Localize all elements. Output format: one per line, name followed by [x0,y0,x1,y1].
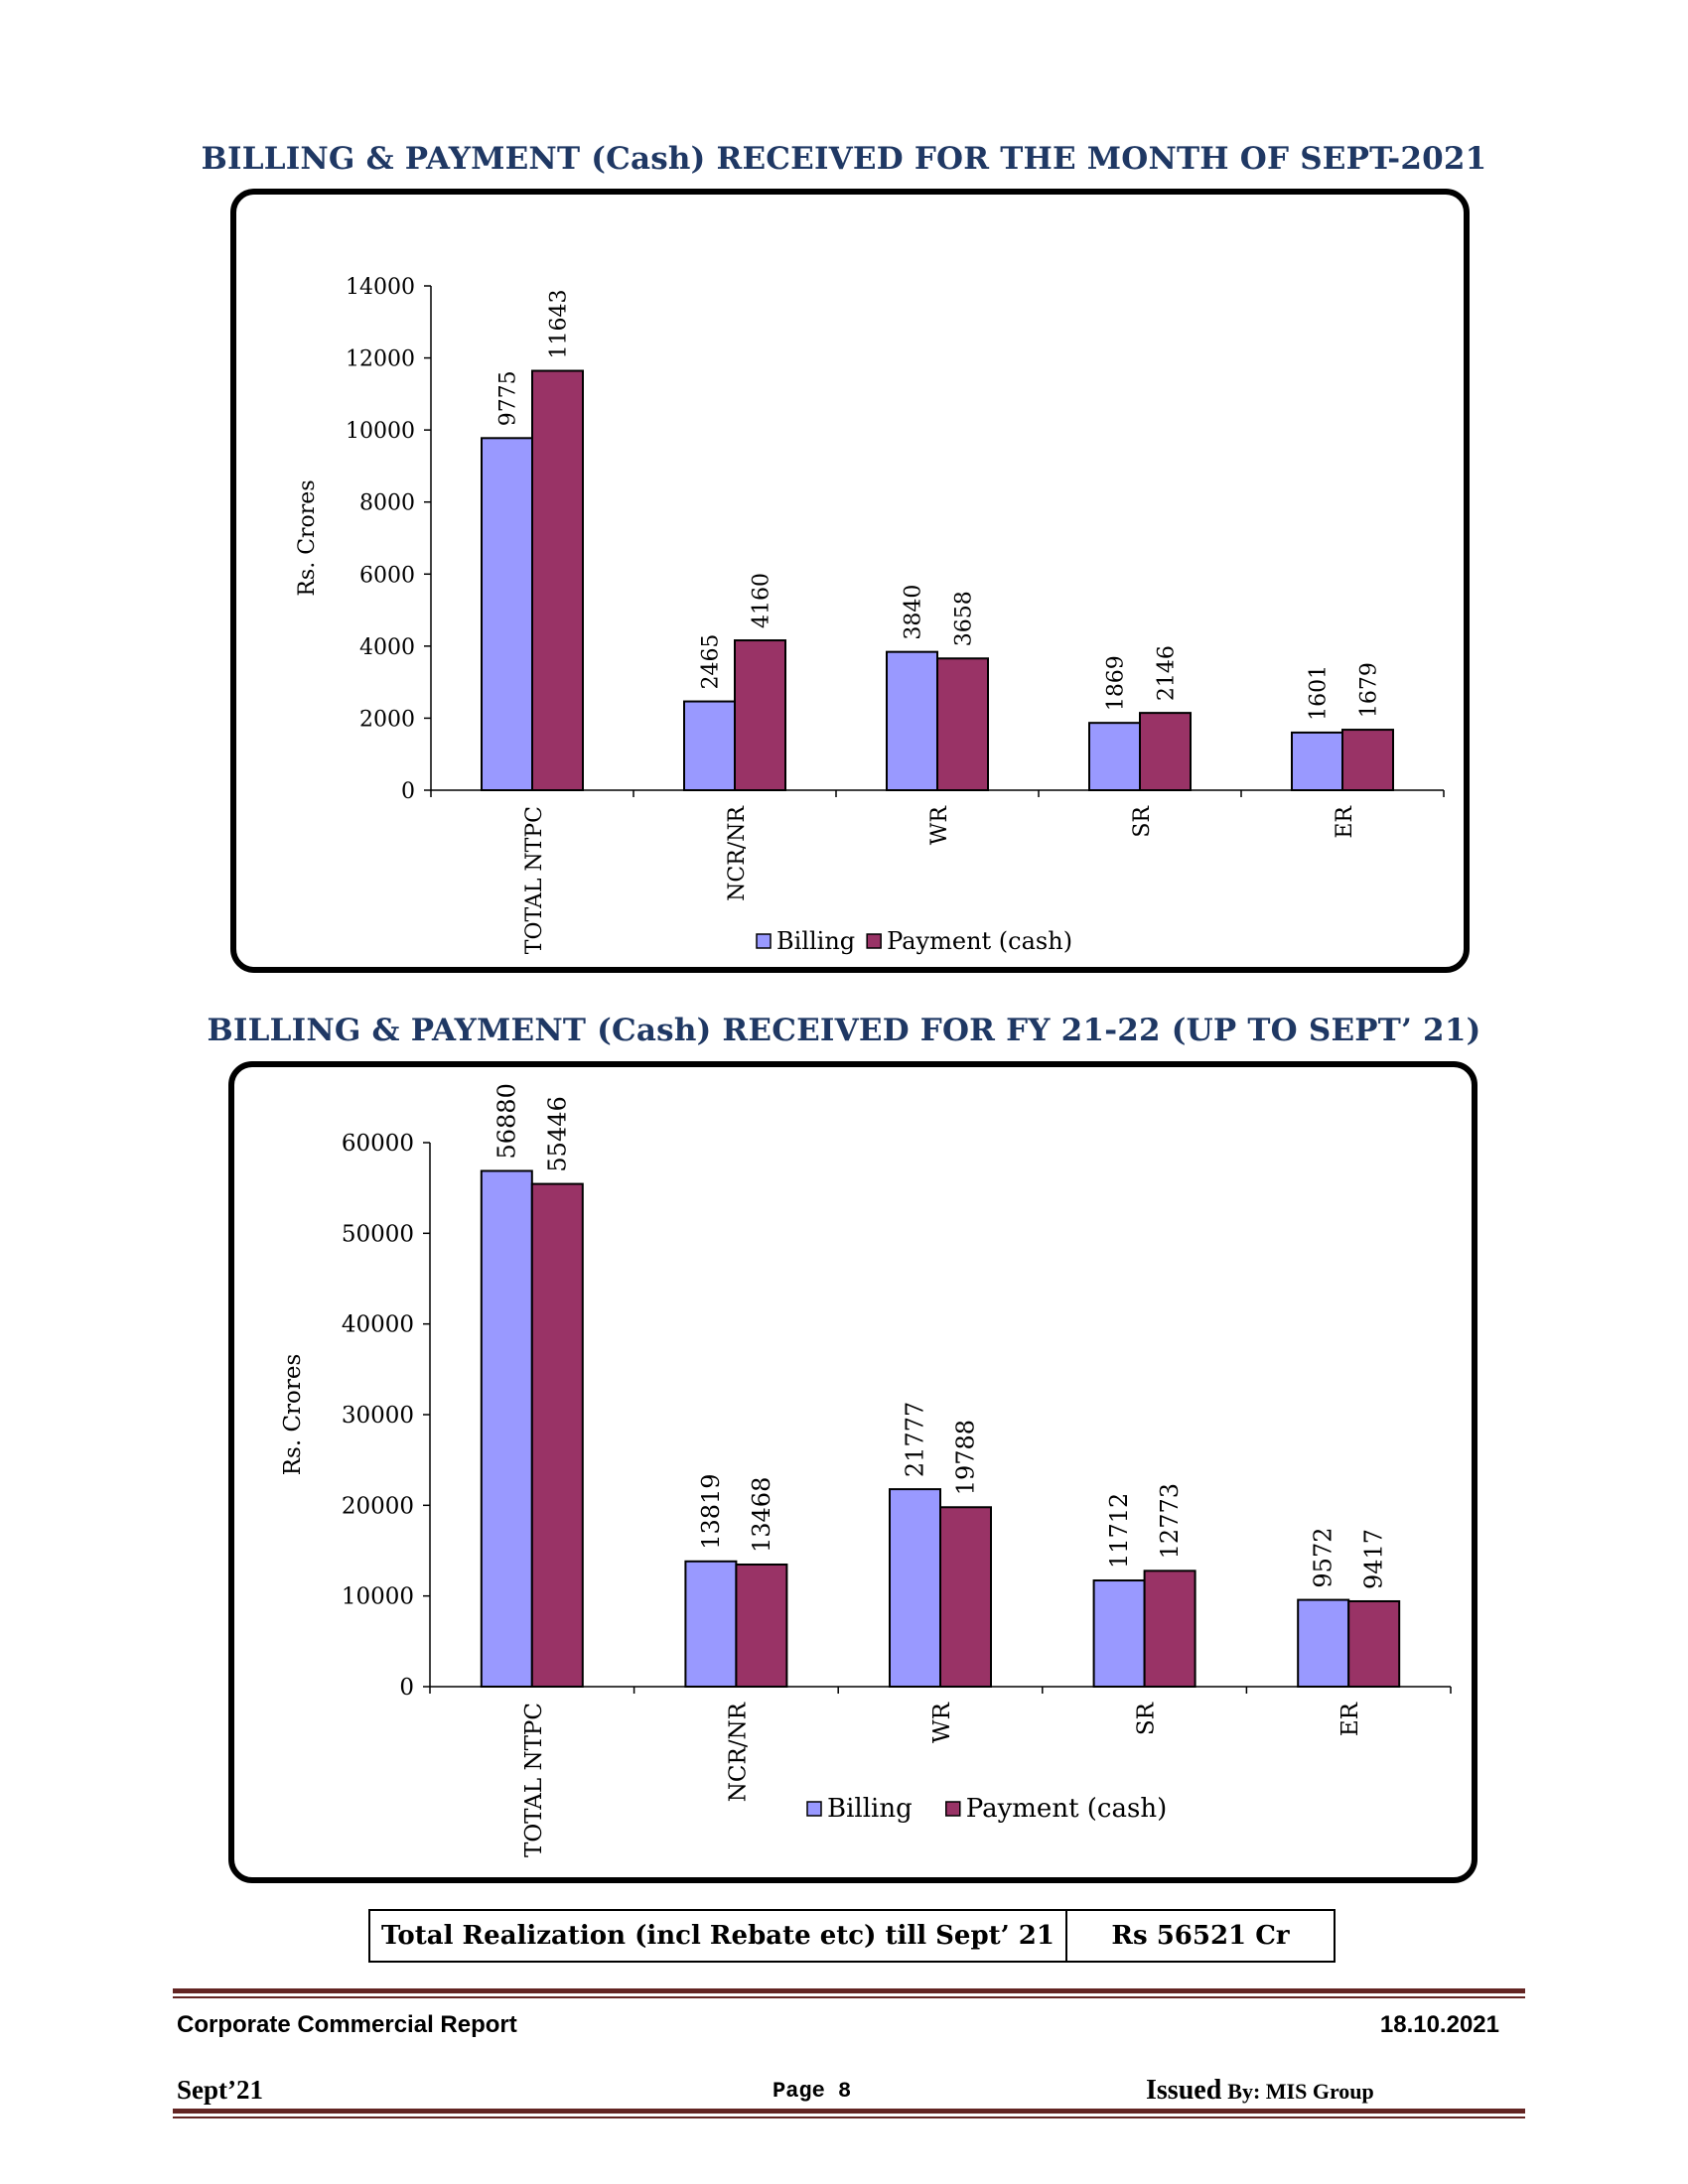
data-label: 3658 [952,591,977,646]
report-date: 18.10.2021 [1379,2011,1499,2038]
chart-panel-fy: 0 10000 20000 30000 40000 50000 60000 Rs. Crore… [228,1061,1477,1883]
bar-billing [1297,1598,1350,1689]
data-label: 11643 [547,290,572,359]
bar-billing [480,1169,533,1689]
bar-payment [734,639,786,791]
realization-label: Total Realization (incl Rebate etc) till… [370,1911,1067,1961]
y-tick-label: 14000 [346,275,415,300]
data-label: 2146 [1155,645,1180,701]
y-tick-label: 12000 [346,347,415,372]
data-label: 1601 [1307,665,1332,721]
y-axis-label: Rs. Crores [280,1354,306,1476]
bar-billing [886,650,938,792]
bar-billing [481,437,533,792]
chart-title-monthly: BILLING & PAYMENT (Cash) RECEIVED FOR TH… [201,141,1487,177]
footer-rule-top [173,1988,1525,1993]
data-label: 56880 [492,1083,520,1159]
bar-chart-fy: 0 10000 20000 30000 40000 50000 60000 Rs. Crore… [280,1083,1452,1857]
y-tick-label: 4000 [359,635,415,660]
data-label: 3840 [902,585,926,640]
bar-billing [1088,722,1141,792]
chart-panel-monthly: 0 2000 4000 6000 8000 10000 12000 14000 Rs. Cror… [230,189,1470,973]
chart-title-fy: BILLING & PAYMENT (Cash) RECEIVED FOR FY… [207,1013,1481,1048]
legend-label: Payment (cash) [966,1794,1167,1824]
category-label: WR [927,805,952,846]
data-label: 11712 [1105,1493,1133,1569]
footer-rule-bottom [173,2109,1525,2114]
data-label: 1869 [1104,655,1129,711]
category-label: WR [929,1702,955,1743]
bar-payment [1139,712,1192,791]
bar-payment [735,1563,788,1689]
legend-swatch-billing [806,1801,822,1817]
realization-summary-table: Total Realization (incl Rebate etc) till… [368,1909,1336,1963]
bar-billing [683,700,736,792]
legend-label: Payment (cash) [887,927,1072,955]
data-label: 9572 [1310,1527,1337,1587]
y-tick-label: 40000 [342,1312,414,1338]
bar-billing [684,1560,738,1688]
realization-value: Rs 56521 Cr [1111,1921,1290,1951]
report-name: Corporate Commercial Report [177,2011,517,2038]
category-label: SR [1130,805,1155,838]
y-tick-label: 2000 [359,707,415,732]
legend-swatch-billing [756,933,772,949]
bar-payment [1347,1599,1401,1688]
data-label: 2465 [699,634,724,690]
y-tick-label: 30000 [342,1403,414,1429]
data-label: 9775 [496,370,521,426]
bar-payment [530,1182,584,1688]
bar-chart-monthly: 0 2000 4000 6000 8000 10000 12000 14000 Rs. Cror… [295,275,1445,955]
y-tick-label: 0 [401,779,415,804]
legend-swatch-payment [945,1801,961,1817]
bar-payment [1341,729,1394,792]
bar-billing [1092,1579,1146,1688]
footer-rule-bottom-thin [173,2116,1525,2118]
legend-label: Billing [827,1794,913,1824]
bar-billing [889,1488,941,1688]
issued-by-value: By: MIS Group [1227,2079,1374,2104]
y-tick-label: 0 [399,1675,414,1701]
bar-payment [936,657,989,791]
data-label: 4160 [750,573,774,628]
y-tick-label: 60000 [342,1131,414,1157]
y-axis-label: Rs. Crores [295,479,320,596]
y-tick-label: 10000 [346,419,415,444]
data-label: 12773 [1156,1483,1184,1559]
category-label: ER [1337,1702,1363,1736]
category-label: ER [1333,805,1357,839]
category-label: NCR/NR [725,805,750,901]
bar-payment [939,1506,992,1688]
issued-by: Issued By: MIS Group [1146,2075,1374,2107]
category-label: NCR/NR [725,1702,751,1802]
report-period: Sept’21 [177,2075,263,2105]
y-tick-label: 50000 [342,1221,414,1247]
data-label: 21777 [902,1402,929,1477]
legend-label: Billing [776,927,855,955]
issued-prefix: Issued [1146,2075,1222,2106]
category-label: TOTAL NTPC [522,806,547,954]
y-tick-label: 10000 [342,1584,414,1610]
bar-payment [1143,1570,1196,1688]
data-label: 1679 [1357,662,1382,718]
legend-swatch-payment [866,933,882,949]
y-tick-label: 8000 [359,491,415,516]
data-label: 13819 [697,1473,725,1549]
category-label: TOTAL NTPC [521,1703,547,1857]
y-tick-label: 6000 [359,563,415,588]
data-label: 13468 [748,1477,775,1553]
bar-billing [1291,731,1343,791]
category-label: SR [1134,1702,1160,1735]
data-label: 9417 [1360,1529,1388,1589]
y-tick-label: 20000 [342,1493,414,1519]
data-label: 19788 [952,1420,980,1495]
data-label: 55446 [543,1096,571,1171]
footer-rule-top-thin [173,1996,1525,1998]
bar-payment [531,369,584,791]
page-number: Page 8 [773,2079,852,2104]
